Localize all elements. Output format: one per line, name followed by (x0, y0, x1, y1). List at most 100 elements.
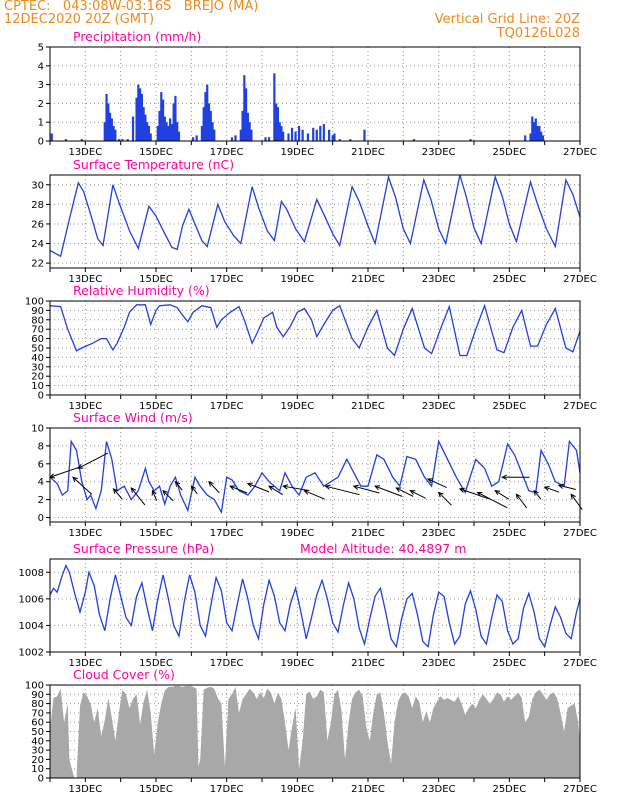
precip-bar (322, 124, 325, 141)
precip-bar (135, 97, 138, 141)
precip-bar (469, 139, 472, 141)
precip-bar (412, 139, 416, 141)
wind-arrow (282, 484, 309, 491)
cloud-cover-ytick-label: 20 (31, 755, 44, 766)
precip-bar (245, 88, 248, 141)
precip-bar (531, 116, 534, 141)
precip-bar (248, 122, 251, 141)
precip-bar (204, 92, 207, 141)
wind-arrow (427, 478, 447, 488)
wind-ytick-label: 0 (38, 513, 44, 524)
cloud-cover-ytick-label: 60 (31, 718, 44, 729)
pressure-xtick-label: 17DEC (210, 658, 244, 669)
pressure-frame (49, 558, 581, 653)
precip-bar (209, 110, 212, 141)
precip-bar (149, 133, 152, 141)
precipitation-panel: Precipitation (mm/h) 0 1 2 3 4 5 13DEC 15DEC 17DE… (38, 29, 597, 158)
cloud-cover-ytick-label: 0 (38, 774, 44, 785)
precip-bar (169, 118, 172, 141)
wind-arrow (112, 487, 123, 500)
wind-arrow (352, 484, 380, 494)
humidity-xtick-label: 17DEC (210, 401, 244, 412)
wind-xtick-label: 15DEC (139, 528, 173, 539)
pressure-xtick-label: 19DEC (280, 658, 314, 669)
precip-bar (294, 131, 297, 141)
pressure-xtick-label: 21DEC (351, 658, 385, 669)
temperature-ytick-label: 30 (31, 180, 44, 191)
cloud-cover-ytick-label: 50 (31, 727, 44, 738)
precip-bar (282, 131, 285, 141)
temperature-xtick-label: 25DEC (492, 274, 526, 285)
wind-arrow (174, 480, 183, 491)
temperature-xtick-label: 23DEC (422, 274, 456, 285)
precip-bar (117, 139, 120, 141)
precip-bar (112, 125, 115, 141)
wind-ytick-label: 6 (38, 459, 44, 470)
wind-arrow (494, 490, 510, 500)
precipitation-xtick-label: 19DEC (280, 147, 314, 158)
wind-xtick-label: 27DEC (563, 528, 597, 539)
humidity-ytick-label: 0 (38, 391, 44, 402)
precip-bar (174, 95, 177, 141)
wind-xtick-label: 21DEC (351, 528, 385, 539)
pressure-ytick-label: 1002 (19, 648, 44, 659)
precip-bar (206, 84, 209, 141)
precip-bar (108, 112, 112, 141)
precipitation-xtick-label: 21DEC (351, 147, 385, 158)
precip-bar (230, 137, 234, 141)
precip-bar (207, 103, 211, 141)
wind-arrow (77, 452, 109, 469)
precip-bar (534, 118, 537, 141)
precip-bar (213, 129, 216, 141)
precip-bar (290, 127, 294, 141)
temperature-xtick-label: 15DEC (139, 274, 173, 285)
cloud-cover-xtick-label: 19DEC (280, 784, 314, 795)
precip-bar (211, 122, 214, 141)
wind-arrow (72, 476, 93, 495)
precip-bar (156, 125, 159, 141)
humidity-ytick-label: 50 (31, 344, 44, 355)
pressure-xtick-label: 23DEC (422, 658, 456, 669)
precip-bar (121, 139, 124, 141)
precip-bar (64, 139, 67, 141)
precip-bar (243, 75, 246, 141)
wind-arrow (151, 489, 158, 502)
precip-bar (275, 103, 278, 141)
wind-panel: Surface Wind (m/s) 0 2 4 6 8 10 13DEC 15DEC 17DEC… (31, 410, 597, 539)
wind-frame (49, 427, 581, 523)
pressure-ytick-label: 1004 (19, 621, 44, 632)
precip-bar (338, 139, 341, 141)
temperature-panel: Surface Temperature (nC) 22 24 26 28 30 13DEC 1… (31, 157, 597, 285)
wind-arrow (458, 487, 490, 500)
temperature-frame (49, 174, 581, 269)
cloud-cover-ytick-label: 40 (31, 736, 44, 747)
wind-ytick-label: 8 (38, 441, 44, 452)
precipitation-ytick-label: 5 (38, 43, 44, 54)
temperature-xtick-label: 27DEC (563, 274, 597, 285)
precip-bar (278, 122, 281, 141)
precipitation-xtick-label: 27DEC (563, 147, 597, 158)
precip-bar (107, 103, 110, 141)
precip-bar (273, 73, 276, 141)
precip-bar (195, 135, 198, 141)
pressure-panel: Surface Pressure (hPa) Model Altitude: 40… (19, 541, 597, 669)
cloud-cover-ytick-label: 70 (31, 708, 44, 719)
humidity-title: Relative Humidity (%) (73, 283, 210, 298)
precip-bar (114, 129, 117, 141)
precip-bar (349, 139, 352, 141)
precip-bar (131, 116, 135, 141)
cloud-cover-ytick-label: 80 (31, 699, 44, 710)
precip-bar (142, 107, 145, 141)
precip-bar (264, 137, 267, 141)
precip-bar (158, 110, 161, 141)
precipitation-xtick-label: 17DEC (210, 147, 244, 158)
wind-arrow (162, 489, 174, 502)
precip-bar (147, 125, 151, 141)
wind-arrow (515, 493, 527, 509)
humidity-ytick-label: 20 (31, 372, 44, 383)
precip-bar (167, 125, 170, 141)
precip-bar (163, 116, 166, 141)
humidity-line (49, 303, 581, 357)
precip-bar (144, 114, 147, 141)
temperature-xtick-label: 21DEC (351, 274, 385, 285)
